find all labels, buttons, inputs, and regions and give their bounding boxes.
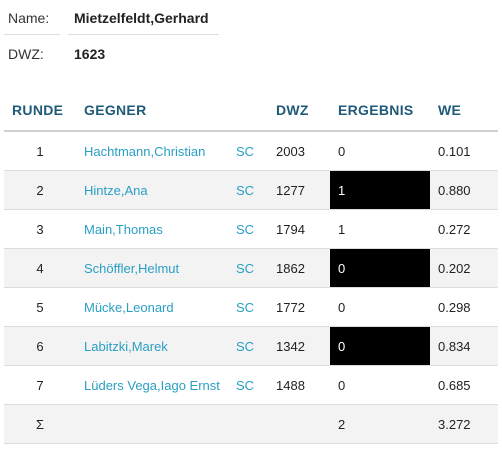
header-club [228,90,268,132]
total-empty-cell [268,404,330,444]
table-row: 5 Mücke,Leonard SC 1772 0 0.298 [4,287,498,327]
round-cell: 3 [4,209,76,249]
club-cell: SC [228,131,268,171]
name-label: Name: [8,10,50,26]
opponent-cell: Labitzki,Marek [76,326,228,366]
header-dwz: DWZ [268,90,330,132]
club-link[interactable]: SC [236,182,255,198]
dwz-cell: 1342 [268,326,330,366]
header-round: RUNDE [4,90,76,132]
dwz-cell: 1277 [268,170,330,210]
result-cell: 0 [330,365,430,405]
opponent-link[interactable]: Lüders Vega,Iago Ernst [84,377,220,393]
table-row: 6 Labitzki,Marek SC 1342 0 0.834 [4,326,498,366]
club-cell: SC [228,287,268,327]
header-result: ERGEBNIS [330,90,430,132]
round-cell: 5 [4,287,76,327]
we-cell: 0.880 [430,170,498,210]
club-cell: SC [228,209,268,249]
club-link[interactable]: SC [236,260,255,276]
we-cell: 0.101 [430,131,498,171]
we-cell: 0.834 [430,326,498,366]
total-result: 2 [330,404,430,444]
table-row: 3 Main,Thomas SC 1794 1 0.272 [4,209,498,249]
player-name-row: Name: Mietzelfeldt,Gerhard [0,0,220,36]
opponent-cell: Hachtmann,Christian [76,131,228,171]
club-cell: SC [228,326,268,366]
results-table: RUNDE GEGNER DWZ ERGEBNIS WE 1 Hachtmann… [4,90,498,444]
info-divider [68,34,219,35]
round-cell: 7 [4,365,76,405]
opponent-link[interactable]: Labitzki,Marek [84,338,168,354]
dwz-label: DWZ: [8,46,44,62]
opponent-link[interactable]: Mücke,Leonard [84,299,174,315]
header-we: WE [430,90,498,132]
table-row: 1 Hachtmann,Christian SC 2003 0 0.101 [4,131,498,171]
player-dwz-row: DWZ: 1623 [0,36,220,72]
opponent-cell: Lüders Vega,Iago Ernst [76,365,228,405]
opponent-link[interactable]: Main,Thomas [84,221,163,237]
we-cell: 0.685 [430,365,498,405]
club-link[interactable]: SC [236,143,255,159]
club-cell: SC [228,170,268,210]
table-header-row: RUNDE GEGNER DWZ ERGEBNIS WE [4,90,498,132]
we-cell: 0.272 [430,209,498,249]
we-cell: 0.298 [430,287,498,327]
result-cell: 1 [330,170,430,210]
result-cell: 0 [330,287,430,327]
opponent-cell: Schöffler,Helmut [76,248,228,288]
opponent-link[interactable]: Hintze,Ana [84,182,148,198]
dwz-cell: 2003 [268,131,330,171]
opponent-cell: Hintze,Ana [76,170,228,210]
dwz-cell: 1862 [268,248,330,288]
we-cell: 0.202 [430,248,498,288]
total-empty-cell [228,404,268,444]
table-row: 4 Schöffler,Helmut SC 1862 0 0.202 [4,248,498,288]
club-link[interactable]: SC [236,221,255,237]
dwz-cell: 1772 [268,287,330,327]
club-link[interactable]: SC [236,377,255,393]
result-cell: 1 [330,209,430,249]
result-cell: 0 [330,131,430,171]
result-cell: 0 [330,248,430,288]
club-link[interactable]: SC [236,338,255,354]
result-cell: 0 [330,326,430,366]
info-divider [4,34,60,35]
round-cell: 4 [4,248,76,288]
player-dwz: 1623 [74,46,106,62]
header-opponent: GEGNER [76,90,228,132]
club-cell: SC [228,248,268,288]
dwz-cell: 1794 [268,209,330,249]
round-cell: 2 [4,170,76,210]
opponent-cell: Mücke,Leonard [76,287,228,327]
player-name: Mietzelfeldt,Gerhard [74,10,209,26]
opponent-link[interactable]: Schöffler,Helmut [84,260,180,276]
round-cell: 1 [4,131,76,171]
table-row: 7 Lüders Vega,Iago Ernst SC 1488 0 0.685 [4,365,498,405]
club-cell: SC [228,365,268,405]
table-row: 2 Hintze,Ana SC 1277 1 0.880 [4,170,498,210]
opponent-link[interactable]: Hachtmann,Christian [84,143,206,159]
round-cell: 6 [4,326,76,366]
total-empty-cell [76,404,228,444]
total-we: 3.272 [430,404,498,444]
total-sigma: Σ [4,404,76,444]
club-link[interactable]: SC [236,299,255,315]
dwz-cell: 1488 [268,365,330,405]
opponent-cell: Main,Thomas [76,209,228,249]
total-row: Σ 2 3.272 [4,404,498,444]
